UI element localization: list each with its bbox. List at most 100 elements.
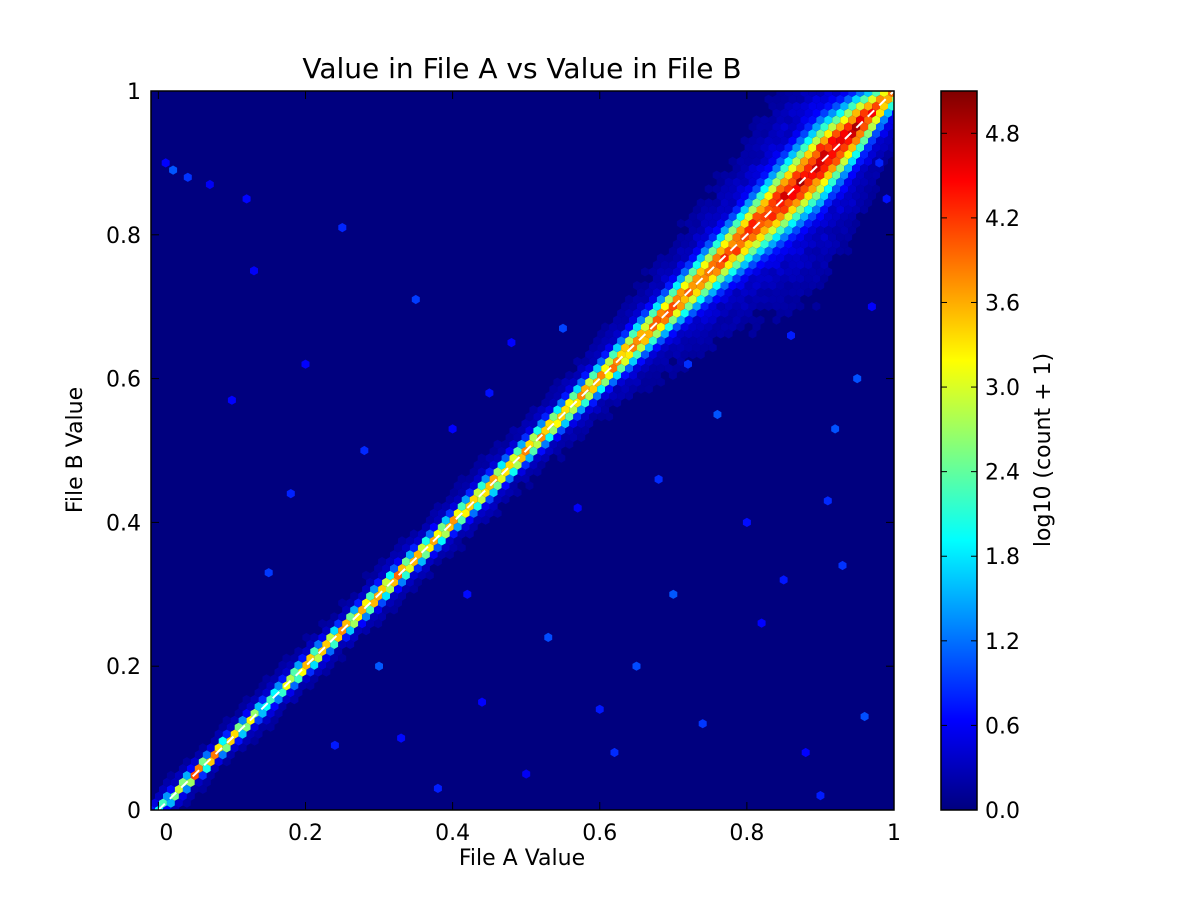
hex-cell: [880, 129, 888, 139]
hex-cell: [787, 330, 795, 341]
hex-cell: [250, 722, 259, 732]
hex-cell: [497, 446, 506, 456]
hex-cell: [246, 729, 255, 739]
hex-cell: [700, 205, 709, 215]
hex-cell: [581, 356, 590, 367]
hex-cell: [649, 308, 657, 318]
hex-cell: [792, 267, 801, 277]
hex-cell: [780, 122, 789, 132]
hex-cell: [625, 336, 633, 346]
hex-cell: [625, 363, 633, 373]
hex-cell: [816, 184, 825, 194]
hex-cell: [294, 646, 303, 656]
plot-frame: [150, 90, 895, 811]
hex-cell: [804, 246, 813, 256]
hex-cell: [453, 536, 462, 546]
hex-cell: [597, 329, 606, 339]
hex-cell: [764, 191, 773, 201]
hex-cell: [736, 239, 745, 249]
hex-cell: [629, 370, 637, 380]
hex-cell: [704, 239, 713, 249]
hex-cell: [222, 743, 231, 753]
hex-cell: [402, 557, 410, 567]
hex-cell: [788, 94, 797, 104]
hex-cell: [672, 350, 681, 360]
hex-cell: [760, 225, 769, 235]
hex-cell: [641, 267, 649, 277]
hex-cell: [792, 212, 801, 222]
hex-cell: [402, 570, 410, 580]
hex-cell: [278, 688, 287, 698]
hex-cell: [406, 550, 414, 560]
hex-cell: [654, 474, 663, 484]
hex-cell: [553, 446, 562, 456]
hex-cell: [645, 315, 653, 325]
hex-cell: [760, 281, 769, 291]
hex-cell: [776, 239, 785, 249]
hex-cell: [533, 425, 542, 436]
hex-cell: [744, 253, 753, 263]
hex-cell: [413, 563, 422, 574]
hex-cell: [413, 550, 422, 560]
hex-cell: [664, 267, 673, 277]
hex-cell: [553, 405, 562, 415]
hex-cell: [378, 584, 386, 594]
hex-cell: [744, 225, 753, 235]
hex-cell: [517, 439, 526, 449]
hex-cell: [338, 653, 347, 663]
hex-cell: [573, 370, 582, 380]
hex-cell: [872, 143, 880, 153]
hex-cell: [884, 108, 892, 118]
hex-cell: [772, 274, 781, 284]
hex-cell: [864, 101, 873, 111]
hex-cell: [374, 619, 383, 629]
hex-cell: [808, 281, 817, 291]
hex-cell: [668, 246, 677, 256]
hex-cell: [457, 543, 466, 553]
hex-cell: [242, 695, 251, 705]
hex-cell: [398, 550, 406, 560]
hex-cell: [537, 405, 546, 415]
hex-cell: [366, 619, 375, 629]
hex-cell: [469, 522, 478, 532]
hex-cell: [493, 481, 502, 491]
hex-cell: [302, 674, 311, 684]
hex-cell: [513, 432, 522, 442]
hex-cell: [362, 626, 371, 636]
hex-cell: [529, 432, 538, 442]
hex-cell: [549, 412, 558, 422]
hex-cell: [836, 205, 845, 215]
hex-cell: [350, 632, 359, 643]
hex-cell: [736, 281, 745, 291]
hex-cell: [788, 177, 797, 187]
hex-cell: [712, 225, 721, 235]
hex-cell: [501, 439, 510, 449]
hex-cell: [437, 550, 446, 560]
hex-cell: [641, 281, 649, 291]
hex-cell: [816, 281, 825, 291]
hex-cell: [876, 108, 884, 118]
hex-cell: [485, 508, 494, 518]
hex-cell: [784, 253, 793, 263]
hex-cell: [876, 122, 884, 132]
hex-cell: [848, 91, 857, 97]
hex-cell: [792, 225, 801, 235]
hex-cell: [884, 94, 892, 104]
hex-cell: [433, 515, 442, 525]
hex-cell: [888, 115, 894, 125]
hex-cell: [724, 287, 733, 298]
hex-cell: [756, 218, 765, 229]
hex-cell: [848, 225, 857, 235]
hex-cell: [593, 336, 602, 346]
hex-cell: [354, 626, 363, 636]
hex-cell: [437, 536, 446, 546]
hex-cell: [844, 108, 853, 118]
hex-cell: [816, 198, 825, 208]
hex-cell: [613, 384, 622, 394]
hex-cell: [792, 129, 801, 139]
hex-cell: [362, 584, 371, 594]
hex-cell: [469, 494, 478, 505]
hex-cell: [557, 384, 566, 394]
hex-cell: [163, 791, 171, 801]
hex-cell: [218, 736, 227, 746]
